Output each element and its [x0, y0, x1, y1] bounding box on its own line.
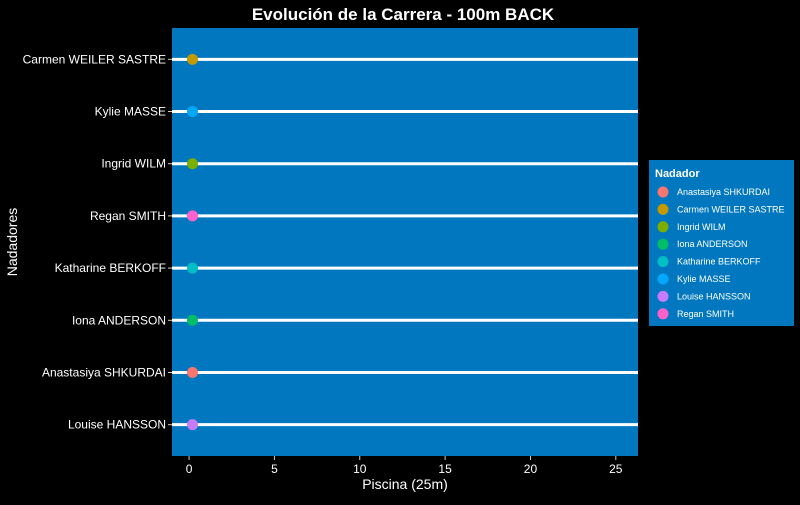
- legend-swatch: [657, 290, 669, 302]
- y-tick-label: Ingrid WILM: [101, 157, 166, 171]
- legend-label: Katharine BERKOFF: [677, 257, 761, 267]
- x-tick-label: 20: [524, 462, 538, 476]
- swimmer-point: [186, 262, 198, 274]
- x-tick-label: 10: [353, 462, 367, 476]
- legend-label: Ingrid WILM: [677, 222, 726, 232]
- y-tick-label: Carmen WEILER SASTRE: [23, 52, 166, 66]
- legend-swatch: [657, 256, 669, 268]
- legend-box: [649, 160, 794, 326]
- x-axis-label: Piscina (25m): [362, 476, 448, 492]
- swimmer-point: [186, 366, 198, 378]
- y-axis-label: Nadadores: [4, 208, 20, 277]
- swimmer-point: [186, 419, 198, 431]
- y-tick-label: Louise HANSSON: [68, 418, 166, 432]
- x-axis-ticks: 0 5 10 15 20 25: [186, 456, 623, 476]
- legend-swatch: [657, 308, 669, 320]
- y-tick-label: Anastasiya SHKURDAI: [42, 365, 166, 379]
- x-tick-label: 25: [609, 462, 623, 476]
- legend-label: Kylie MASSE: [677, 274, 731, 284]
- swimmer-point: [186, 106, 198, 118]
- y-tick-label: Kylie MASSE: [95, 105, 166, 119]
- swimmer-point: [186, 53, 198, 65]
- y-tick-label: Regan SMITH: [90, 209, 166, 223]
- x-tick-label: 15: [438, 462, 452, 476]
- y-tick-label: Iona ANDERSON: [72, 313, 166, 327]
- lane-lines: [172, 57, 638, 427]
- y-tick-label: Katharine BERKOFF: [55, 261, 166, 275]
- legend-swatch: [657, 273, 669, 285]
- x-tick-label: 0: [186, 462, 193, 476]
- legend-label: Carmen WEILER SASTRE: [677, 204, 785, 214]
- plot-panel: [172, 28, 638, 456]
- legend-swatch: [657, 203, 669, 215]
- legend-swatch: [657, 238, 669, 250]
- legend-label: Regan SMITH: [677, 309, 734, 319]
- chart-title: Evolución de la Carrera - 100m BACK: [252, 5, 555, 24]
- swimmer-point: [186, 210, 198, 222]
- legend: Nadador Anastasiya SHKURDAI Carmen WEILER…: [649, 160, 794, 326]
- legend-entries: Anastasiya SHKURDAI Carmen WEILER SASTRE I…: [657, 186, 785, 320]
- legend-label: Anastasiya SHKURDAI: [677, 187, 770, 197]
- swimmer-point: [186, 314, 198, 326]
- legend-swatch: [657, 186, 669, 198]
- x-tick-label: 5: [271, 462, 278, 476]
- legend-label: Iona ANDERSON: [677, 239, 748, 249]
- legend-title: Nadador: [655, 168, 700, 180]
- swimmer-point: [186, 158, 198, 170]
- swimmer-points: [186, 53, 198, 431]
- legend-label: Louise HANSSON: [677, 291, 751, 301]
- legend-swatch: [657, 221, 669, 233]
- y-axis-ticks: Carmen WEILER SASTRE Kylie MASSE Ingrid WI…: [23, 52, 172, 432]
